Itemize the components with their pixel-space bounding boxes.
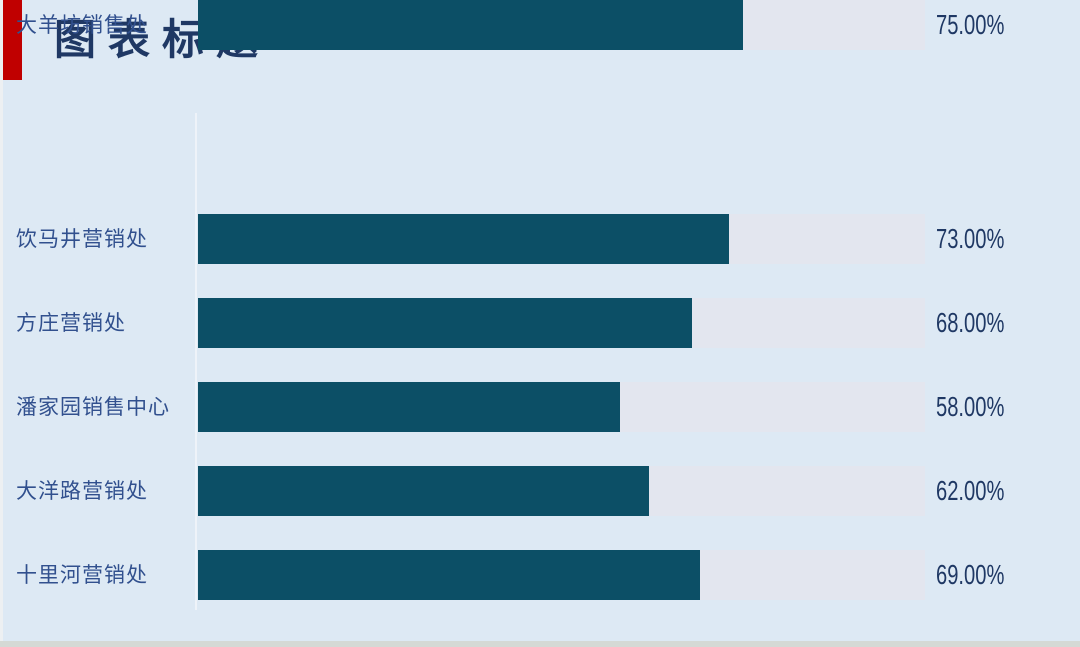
bar-track [198,550,925,600]
bar-track [198,0,925,50]
category-axis-line [195,113,197,610]
bar-fill [198,214,729,264]
category-label: 潘家园销售中心 [16,395,170,419]
bar-row: 方庄营销处 68.00% [0,298,1080,348]
category-label: 大羊坊销售处 [16,13,148,37]
value-label: 62.00% [936,475,1005,506]
bar-fill [198,0,744,50]
slide-bottom-strip [0,641,1080,647]
value-label: 58.00% [936,391,1005,422]
category-label: 十里河营销处 [16,563,148,587]
bar-row: 大羊坊销售处 75.00% [0,0,1080,50]
bar-row: 大洋路营销处 62.00% [0,466,1080,516]
slide-left-edge [0,0,3,647]
bar-row: 潘家园销售中心 58.00% [0,382,1080,432]
bar-track [198,466,925,516]
bar-fill [198,382,620,432]
value-label: 75.00% [936,9,1005,40]
category-label: 饮马井营销处 [16,227,148,251]
title-accent-bar [3,0,22,80]
bar-track [198,214,925,264]
bar-track [198,382,925,432]
category-label: 大洋路营销处 [16,479,148,503]
bar-fill [198,298,693,348]
category-label: 方庄营销处 [16,311,126,335]
bar-fill [198,466,649,516]
bar-row: 饮马井营销处 73.00% [0,214,1080,264]
value-label: 68.00% [936,307,1005,338]
value-label: 73.00% [936,223,1005,254]
bar-row: 十里河营销处 69.00% [0,550,1080,600]
value-label: 69.00% [936,559,1005,590]
bar-track [198,298,925,348]
bar-fill [198,550,700,600]
